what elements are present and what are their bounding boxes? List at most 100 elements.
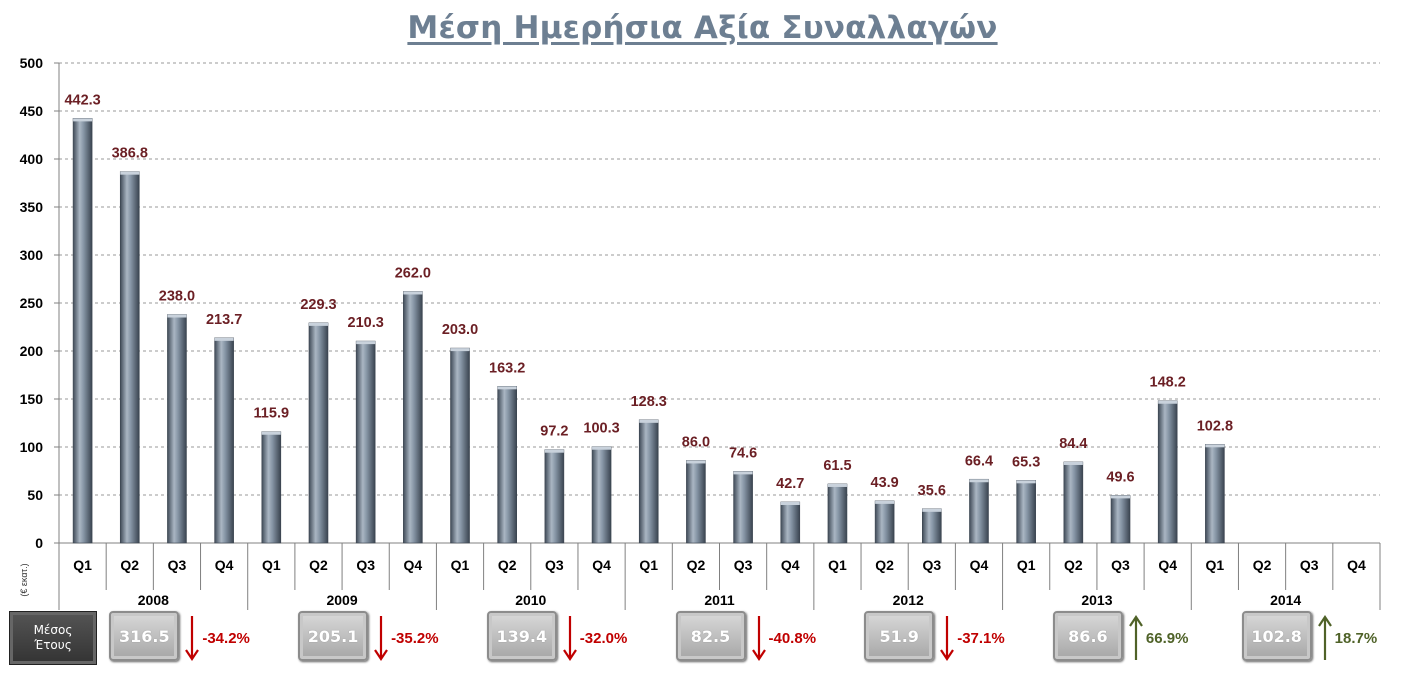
bar [1110, 495, 1131, 544]
x-tick-label-year: 2012 [893, 592, 924, 608]
x-tick-label-quarter: Q4 [970, 557, 989, 573]
yearly-change-text: -35.2% [391, 629, 439, 647]
bar [1063, 461, 1084, 544]
bar [261, 431, 282, 544]
x-tick-label-quarter: Q3 [734, 557, 753, 573]
data-label: 148.2 [1150, 375, 1186, 391]
x-tick-label-quarter: Q1 [639, 557, 658, 573]
x-tick-label-quarter: Q4 [1347, 557, 1366, 573]
x-tick-label-quarter: Q2 [687, 557, 706, 573]
bar [638, 419, 659, 544]
x-tick-label-year: 2013 [1081, 592, 1112, 608]
bar-cap [592, 446, 612, 450]
bar-cap [780, 502, 800, 506]
bar [119, 171, 140, 544]
bar [827, 483, 848, 544]
yearly-change: -37.1% [940, 613, 1005, 663]
bar-chart: 0 50 100 150 200 250 300 350 400 450 500 Q1 Q2 Q3 Q4 Q1… [19, 55, 1381, 610]
gridlines [59, 62, 1380, 496]
bar [214, 337, 234, 544]
x-tick-label-quarter: Q2 [875, 557, 894, 573]
x-tick-label-quarter: Q1 [451, 557, 470, 573]
data-label: 42.7 [776, 476, 804, 492]
bar-cap [1111, 495, 1131, 499]
bar-cap [875, 500, 895, 504]
x-tick-label-quarter: Q1 [828, 557, 847, 573]
data-label: 213.7 [206, 312, 242, 328]
bar-cap [1063, 461, 1083, 465]
data-label: 386.8 [112, 146, 148, 162]
x-tick-label-quarter: Q3 [168, 557, 187, 573]
x-tick-label-quarter: Q1 [262, 557, 281, 573]
bar [1016, 480, 1036, 544]
data-label: 66.4 [965, 453, 993, 469]
arrow-down-icon [562, 616, 577, 661]
bar-cap [356, 341, 376, 345]
data-label: 238.0 [159, 289, 195, 305]
data-label: 97.2 [540, 424, 568, 440]
yearly-change: 66.9% [1129, 613, 1189, 663]
bars [72, 118, 1225, 544]
y-tick-label: 100 [20, 439, 44, 455]
bar [686, 460, 706, 544]
data-label: 84.4 [1059, 436, 1087, 452]
x-tick-label-quarter: Q2 [1064, 557, 1083, 573]
y-tick-label: 250 [20, 295, 44, 311]
data-label: 163.2 [489, 360, 525, 376]
y-tick-label: 350 [20, 199, 44, 215]
bar-cap [733, 471, 753, 475]
x-tick-label-quarter: Q2 [309, 557, 328, 573]
yearly-average-value: 82.5 [675, 611, 746, 661]
x-tick-label-year: 2008 [138, 592, 169, 608]
yearly-change: -34.2% [185, 613, 250, 663]
yearly-change: 18.7% [1317, 613, 1378, 663]
data-label: 229.3 [300, 297, 336, 313]
x-tick-label-year: 2014 [1270, 592, 1301, 608]
x-tick-label-quarter: Q3 [356, 557, 375, 573]
bar-cap [403, 291, 423, 295]
bar [497, 386, 517, 544]
yearly-change: -35.2% [374, 613, 439, 663]
bar [308, 322, 329, 544]
arrow-down-icon [940, 616, 955, 661]
x-tick-label-quarter: Q3 [545, 557, 564, 573]
bar [1205, 444, 1225, 544]
bar-cap [308, 322, 328, 326]
yearly-average-value: 316.5 [109, 611, 180, 661]
y-tick-label: 150 [20, 391, 44, 407]
data-label: 61.5 [823, 458, 851, 474]
bar [969, 478, 989, 544]
data-label: 262.0 [395, 265, 431, 281]
yearly-change-text: -37.1% [957, 629, 1005, 647]
data-labels: 442.3 386.8 238.0 213.7 115.9 229.3 210.3 262.0… [64, 92, 1233, 498]
yearly-change-text: 18.7% [1334, 629, 1378, 647]
yearly-change-text: 66.9% [1145, 629, 1189, 647]
data-label: 210.3 [348, 315, 384, 331]
arrow-down-icon [374, 616, 388, 661]
data-label: 203.0 [442, 322, 478, 338]
bar-cap [497, 386, 517, 390]
bar [403, 291, 423, 544]
bar [591, 446, 612, 544]
bar-cap [450, 348, 470, 352]
bar-cap [1016, 480, 1036, 484]
x-tick-label-quarter: Q3 [1300, 557, 1319, 573]
bar-cap [827, 483, 847, 487]
x-tick-label-quarter: Q4 [403, 557, 422, 573]
x-tick-label-quarter: Q4 [1158, 557, 1177, 573]
yearly-average-value: 51.9 [864, 611, 935, 661]
data-label: 128.3 [631, 394, 667, 410]
data-label: 442.3 [64, 92, 100, 108]
arrow-up-icon [1317, 615, 1332, 660]
y-tick-label: 450 [20, 103, 44, 119]
bar [733, 471, 753, 544]
bar-cap [922, 508, 942, 512]
yearly-average-value: 139.4 [486, 611, 557, 661]
bar-cap [73, 118, 93, 122]
arrow-down-icon [185, 616, 200, 661]
bar [167, 314, 187, 544]
bar [72, 118, 93, 544]
x-tick-label-year: 2011 [704, 592, 735, 608]
bar-cap [1158, 400, 1178, 404]
yearly-change: -32.0% [562, 613, 627, 663]
